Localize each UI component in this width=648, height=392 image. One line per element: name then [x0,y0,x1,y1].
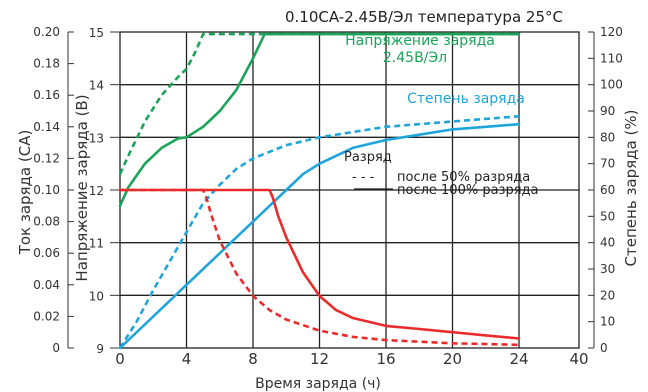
x-axis-label: Время заряда (ч) [255,376,381,392]
degree-tick-label: 110 [600,51,623,65]
degree-series-label: Степень заряда [407,91,525,107]
x-tick-label: 20 [443,350,462,368]
current-tick-label: 0.10 [33,183,60,197]
degree-axis-label: Степень заряда (%) [622,110,640,267]
voltage-series-label: Напряжение заряда [345,33,495,49]
tick-labels: 0 4 8 12 16 20 24 40 9 10 11 12 13 14 15 0 0.02 0.04 0.06 0… [33,25,623,368]
voltage-tick-label: 11 [89,237,104,251]
legend-dashed-symbol: - - - [352,170,375,185]
voltage-tick-label: 12 [89,184,104,198]
degree-tick-label: 60 [600,183,615,197]
current-tick-label: 0.14 [33,120,60,134]
degree-dashed-line [118,115,520,349]
degree-tick-label: 10 [600,315,615,329]
degree-tick-label: 20 [600,288,615,302]
x-tick-label: 12 [310,350,329,368]
legend-solid-label: после 100% разряда [397,183,539,198]
degree-tick-label: 100 [600,78,623,92]
current-dashed-line [120,188,520,347]
current-tick-label: 0.16 [33,88,60,102]
grid [120,32,579,348]
legend-dashed-label: после 50% разряда [397,170,530,185]
series-group [118,32,521,350]
voltage-tick-label: 13 [89,131,104,145]
current-tick-label: 0.06 [33,246,60,260]
legend: Разряд - - - после 50% разряда после 100… [344,150,539,198]
degree-tick-label: 40 [600,236,615,250]
current-tick-label: 0.08 [33,215,60,229]
degree-tick-label: 50 [600,209,615,223]
degree-tick-label: 70 [600,157,615,171]
x-tick-label: 0 [115,350,125,368]
voltage-setting-label: 2.45В/Эл [383,50,447,66]
current-tick-label: 0.12 [33,151,60,165]
degree-solid-line [118,122,521,350]
degree-tick-label: 120 [600,25,623,39]
degree-tick-label: 80 [600,130,615,144]
voltage-tick-label: 10 [89,289,104,303]
degree-tick-label: 90 [600,104,615,118]
voltage-tick-label: 9 [96,342,104,356]
x-tick-label: 8 [248,350,258,368]
x-tick-label: 4 [182,350,192,368]
voltage-tick-label: 14 [89,79,104,93]
current-tick-label: 0.02 [33,309,60,323]
legend-title: Разряд [344,150,392,165]
voltage-tick-label: 15 [89,26,104,40]
x-tick-label: 24 [509,350,528,368]
current-tick-label: 0 [52,341,60,355]
x-tick-label: 16 [376,350,395,368]
x-tick-label: 40 [569,350,588,368]
voltage-axis-label: Напряжение заряда (В) [73,94,91,281]
degree-tick-label: 0 [600,341,608,355]
current-tick-label: 0.20 [33,25,60,39]
current-tick-label: 0.04 [33,278,60,292]
current-tick-label: 0.18 [33,57,60,71]
current-solid-line [118,188,521,340]
chart-title: 0.10CA-2.45В/Эл температура 25°C [285,8,563,26]
voltage-dashed-line [118,32,519,175]
current-axis-label: Ток заряда (CA) [16,130,34,256]
degree-tick-label: 30 [600,262,615,276]
